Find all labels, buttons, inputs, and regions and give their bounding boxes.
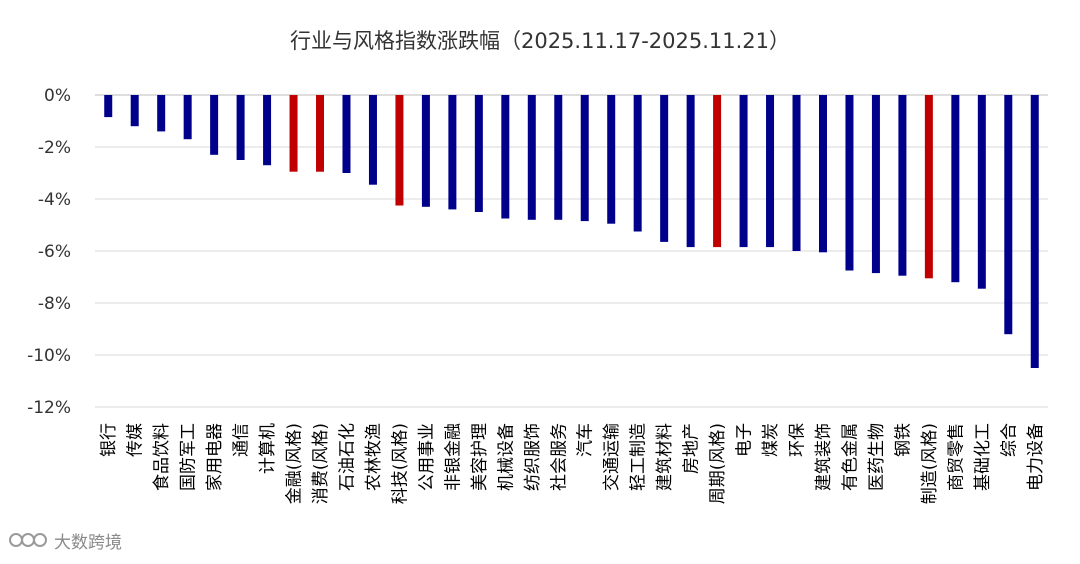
x-category-label: 食品饮料 xyxy=(152,423,172,491)
x-category-label: 钢铁 xyxy=(893,423,913,457)
x-category-label: 通信 xyxy=(232,423,252,457)
x-category-label: 公用事业 xyxy=(417,423,437,491)
x-category-label: 计算机 xyxy=(258,423,278,474)
x-category-label: 金融(风格) xyxy=(285,423,305,504)
bar xyxy=(157,95,166,132)
x-category-label: 制造(风格) xyxy=(920,423,940,504)
y-tick-label: 0% xyxy=(44,86,71,106)
bar xyxy=(448,95,457,210)
bar xyxy=(1004,95,1013,335)
bar xyxy=(130,95,139,127)
x-category-label: 非银金融 xyxy=(443,423,463,491)
watermark-text: 大数跨境 xyxy=(54,533,122,553)
y-tick-label: -6% xyxy=(38,242,71,262)
bar xyxy=(210,95,219,155)
bar xyxy=(951,95,960,283)
x-category-label: 建筑装饰 xyxy=(814,423,834,491)
bar xyxy=(977,95,986,289)
x-category-label: 机械设备 xyxy=(496,423,516,491)
x-category-label: 有色金属 xyxy=(840,423,860,491)
x-category-label: 电子 xyxy=(735,423,755,457)
x-category-label: 建筑材料 xyxy=(655,423,675,491)
bar xyxy=(395,95,404,206)
bar xyxy=(660,95,669,242)
bar xyxy=(607,95,616,224)
gridlines xyxy=(95,94,1048,408)
bar xyxy=(1030,95,1039,368)
x-category-label: 传媒 xyxy=(126,423,146,457)
x-category-label: 汽车 xyxy=(576,423,596,457)
bar xyxy=(845,95,854,271)
bar xyxy=(421,95,430,207)
x-category-label: 环保 xyxy=(788,423,808,457)
x-category-label: 家用电器 xyxy=(205,423,225,491)
bar xyxy=(792,95,801,251)
bar xyxy=(527,95,536,220)
y-tick-label: -10% xyxy=(27,346,71,366)
x-category-label: 医药生物 xyxy=(867,423,887,491)
bar xyxy=(766,95,775,248)
x-category-label: 国防军工 xyxy=(179,423,199,491)
bars xyxy=(104,95,1039,368)
watermark: 大数跨境 xyxy=(9,533,122,553)
bar xyxy=(104,95,113,118)
x-category-label: 基础化工 xyxy=(973,423,993,491)
bar xyxy=(633,95,642,232)
x-category-label: 农林牧渔 xyxy=(364,423,384,491)
bar xyxy=(924,95,933,279)
bar xyxy=(342,95,351,173)
bar xyxy=(713,95,722,248)
x-category-label: 银行 xyxy=(99,423,119,457)
x-category-label: 电力设备 xyxy=(1026,423,1046,491)
bar xyxy=(871,95,880,274)
bar xyxy=(554,95,563,220)
y-tick-label: -12% xyxy=(27,398,71,418)
bar xyxy=(183,95,192,140)
bar xyxy=(501,95,510,219)
x-category-label: 轻工制造 xyxy=(629,423,649,491)
x-category-label: 商贸零售 xyxy=(946,423,966,491)
x-axis-category-labels: 银行 传媒 食品饮料 国防军工 家用电器 通信 计算机 金融(风格) 消费(风格) 石油石化 农林牧… xyxy=(99,423,1046,504)
x-category-label: 交通运输 xyxy=(602,423,622,491)
bar xyxy=(739,95,748,248)
bar xyxy=(686,95,695,248)
bar xyxy=(289,95,298,172)
y-axis-tick-labels: 0% -2% -4% -6% -8% -10% -12% xyxy=(27,86,71,418)
x-category-label: 科技(风格) xyxy=(390,423,410,504)
x-category-label: 社会服务 xyxy=(549,423,569,491)
bar xyxy=(368,95,377,185)
bar xyxy=(580,95,589,222)
x-category-label: 煤炭 xyxy=(761,423,781,457)
y-tick-label: -2% xyxy=(38,138,71,158)
x-category-label: 纺织服饰 xyxy=(523,423,543,491)
y-tick-label: -4% xyxy=(38,190,71,210)
x-category-label: 房地产 xyxy=(682,423,702,474)
bar xyxy=(898,95,907,276)
bar xyxy=(818,95,827,253)
x-category-label: 石油石化 xyxy=(337,423,357,491)
y-tick-label: -8% xyxy=(38,294,71,314)
bar xyxy=(474,95,483,212)
x-category-label: 周期(风格) xyxy=(708,423,728,504)
bar xyxy=(236,95,245,160)
x-category-label: 美容护理 xyxy=(470,423,490,491)
watermark-logo-icon xyxy=(9,533,47,547)
x-category-label: 消费(风格) xyxy=(311,423,331,504)
x-category-label: 综合 xyxy=(999,423,1019,457)
bar xyxy=(316,95,325,172)
chart-title: 行业与风格指数涨跌幅（2025.11.17-2025.11.21） xyxy=(290,29,790,53)
bar xyxy=(263,95,272,166)
